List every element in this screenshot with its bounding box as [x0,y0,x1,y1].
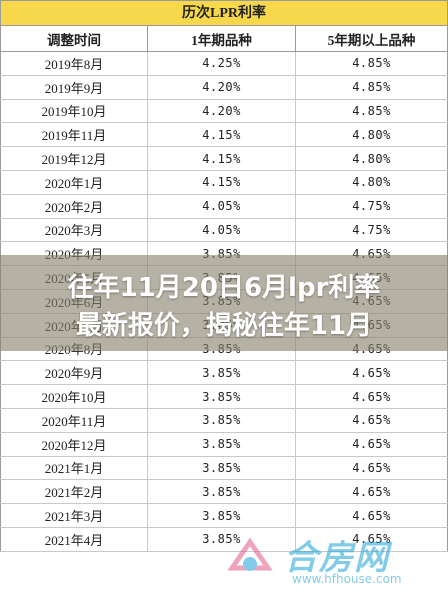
cell-1y-rate: 3.85% [148,527,296,551]
watermark-url: www.hfhouse.com [292,572,402,586]
cell-1y-rate: 3.85% [148,456,296,480]
table-row: 2020年3月 4.05% 4.75% [0,218,448,243]
cell-1y-rate: 3.85% [148,480,296,504]
cell-5y-rate: 4.65% [296,361,448,385]
cell-5y-rate: 4.85% [296,99,448,123]
cell-adjust-time: 2019年10月 [0,99,148,123]
cell-1y-rate: 4.15% [148,147,296,170]
table-row: 2020年12月 3.85% 4.65% [0,432,448,457]
table-title: 历次LPR利率 [0,0,448,26]
table-row: 2020年9月 3.85% 4.65% [0,361,448,386]
cell-5y-rate: 4.65% [296,385,448,408]
cell-adjust-time: 2020年3月 [0,218,148,242]
table-row: 2020年2月 4.05% 4.75% [0,194,448,219]
cell-adjust-time: 2021年3月 [0,504,148,527]
cell-1y-rate: 4.20% [148,99,296,123]
cell-5y-rate: 4.75% [296,194,448,218]
table-row: 2020年10月 3.85% 4.65% [0,385,448,409]
cell-5y-rate: 4.80% [296,123,448,147]
cell-1y-rate: 4.15% [148,123,296,147]
cell-adjust-time: 2020年11月 [0,408,148,432]
table-row: 2019年11月 4.15% 4.80% [0,123,448,148]
cell-adjust-time: 2020年12月 [0,432,148,456]
cell-5y-rate: 4.75% [296,218,448,242]
cell-5y-rate: 4.85% [296,75,448,99]
table-row: 2020年11月 3.85% 4.65% [0,408,448,433]
table-row: 2019年12月 4.15% 4.80% [0,147,448,171]
header-adjust-time: 调整时间 [0,26,148,51]
headline-line-2: 最新报价，揭秘往年11月 [75,311,373,341]
cell-adjust-time: 2019年12月 [0,147,148,170]
headline-line-1: 往年11月20日6月lpr利率 [67,273,381,303]
cell-5y-rate: 4.85% [296,52,448,75]
cell-5y-rate: 4.80% [296,170,448,194]
cell-1y-rate: 4.25% [148,52,296,75]
table-row: 2021年1月 3.85% 4.65% [0,456,448,481]
table-row: 2019年8月 4.25% 4.85% [0,52,448,76]
table-row: 2021年2月 3.85% 4.65% [0,480,448,505]
cell-adjust-time: 2020年9月 [0,361,148,385]
cell-adjust-time: 2019年11月 [0,123,148,147]
cell-adjust-time: 2021年1月 [0,456,148,480]
cell-1y-rate: 4.15% [148,170,296,194]
cell-1y-rate: 4.05% [148,194,296,218]
cell-5y-rate: 4.65% [296,504,448,527]
cell-1y-rate: 3.85% [148,504,296,527]
cell-adjust-time: 2020年2月 [0,194,148,218]
cell-adjust-time: 2019年8月 [0,52,148,75]
cell-1y-rate: 3.85% [148,361,296,385]
cell-1y-rate: 3.85% [148,385,296,408]
table-row: 2020年1月 4.15% 4.80% [0,170,448,195]
cell-adjust-time: 2019年9月 [0,75,148,99]
header-5y-rate: 5年期以上品种 [296,26,448,51]
headline-banner: 往年11月20日6月lpr利率 最新报价，揭秘往年11月 [0,255,448,351]
cell-5y-rate: 4.80% [296,147,448,170]
cell-adjust-time: 2020年10月 [0,385,148,408]
cell-1y-rate: 3.85% [148,432,296,456]
cell-adjust-time: 2020年1月 [0,170,148,194]
table-row: 2019年10月 4.20% 4.85% [0,99,448,124]
header-1y-rate: 1年期品种 [148,26,296,51]
cell-5y-rate: 4.65% [296,432,448,456]
cell-1y-rate: 4.20% [148,75,296,99]
cell-5y-rate: 4.65% [296,456,448,480]
site-watermark: 合房网 www.hfhouse.com [222,528,440,592]
table-row: 2021年4月 3.85% 4.65% [0,527,448,552]
cell-5y-rate: 4.65% [296,480,448,504]
table-header-row: 调整时间 1年期品种 5年期以上品种 [0,26,448,52]
cell-1y-rate: 3.85% [148,408,296,432]
watermark-logo-icon [227,537,273,571]
cell-adjust-time: 2021年2月 [0,480,148,504]
cell-adjust-time: 2021年4月 [0,527,148,551]
cell-5y-rate: 4.65% [296,408,448,432]
table-row: 2021年3月 3.85% 4.65% [0,504,448,528]
watermark-name: 合房网 [284,538,389,578]
cell-1y-rate: 4.05% [148,218,296,242]
table-row: 2019年9月 4.20% 4.85% [0,75,448,100]
